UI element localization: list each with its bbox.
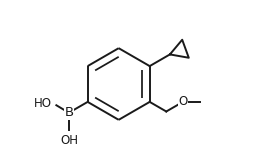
Text: OH: OH xyxy=(60,134,78,147)
Text: B: B xyxy=(64,106,73,119)
Text: O: O xyxy=(178,95,187,108)
Text: HO: HO xyxy=(34,97,52,110)
